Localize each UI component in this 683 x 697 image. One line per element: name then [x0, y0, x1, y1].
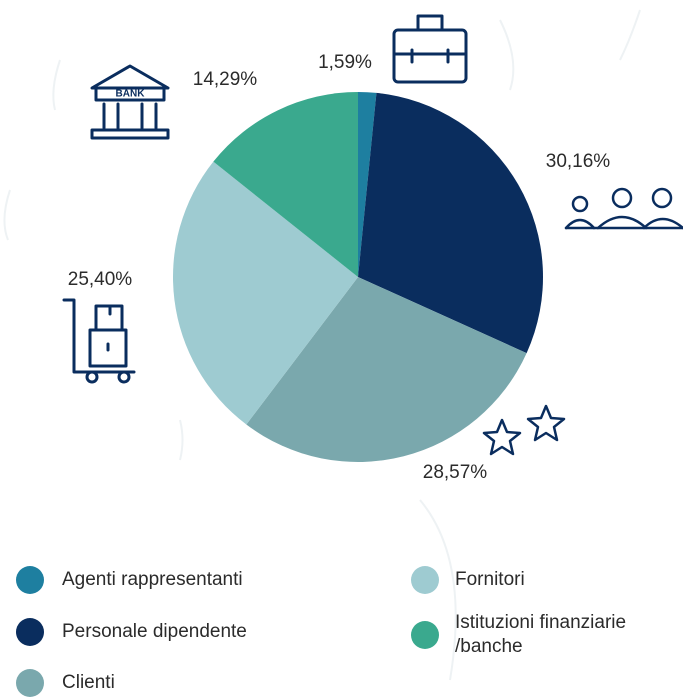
- legend-swatch: [16, 669, 44, 697]
- pie-slice: [246, 277, 527, 463]
- value-label: 14,29%: [193, 69, 258, 90]
- people-icon: [564, 187, 683, 230]
- pie-slice: [358, 92, 377, 277]
- pie-slice: [213, 92, 358, 277]
- value-label: 1,59%: [318, 52, 372, 73]
- value-label: 30,16%: [546, 151, 611, 172]
- pie-slice: [172, 161, 358, 425]
- legend-label: Agenti rappresentanti: [62, 569, 243, 590]
- legend-label: Istituzioni finanziarie /banche: [455, 612, 627, 657]
- briefcase-icon: [392, 14, 468, 84]
- legend-swatch: [411, 566, 439, 594]
- legend-swatch: [16, 618, 44, 646]
- legend-swatch: [16, 566, 44, 594]
- value-label: 25,40%: [68, 269, 133, 290]
- bank-icon: [90, 64, 170, 140]
- pie-slice: [358, 92, 543, 354]
- value-label: 28,57%: [423, 462, 488, 483]
- legend-swatch: [411, 621, 439, 649]
- pie: [172, 92, 543, 463]
- stars-icon: [482, 404, 566, 456]
- cart-icon: [62, 298, 136, 384]
- legend-label: Clienti: [62, 672, 115, 693]
- bank-icon-text: BANK: [116, 89, 146, 100]
- legend-label: Fornitori: [455, 569, 525, 590]
- legend-label: Personale dipendente: [62, 621, 247, 642]
- background-strokes: [3, 9, 641, 681]
